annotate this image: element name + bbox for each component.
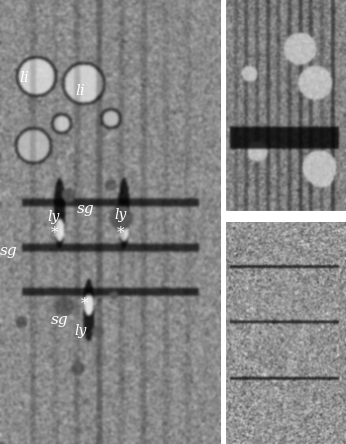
Text: sg: sg (0, 244, 18, 258)
Text: ly: ly (74, 324, 87, 338)
Text: *: * (51, 226, 58, 240)
Text: ly: ly (48, 210, 60, 224)
Text: sg: sg (77, 202, 95, 216)
Text: *: * (81, 297, 89, 311)
Text: ly: ly (114, 208, 127, 222)
Text: li: li (19, 71, 29, 85)
Text: sg: sg (51, 313, 69, 327)
Text: li: li (76, 84, 85, 98)
Text: *: * (117, 226, 125, 240)
